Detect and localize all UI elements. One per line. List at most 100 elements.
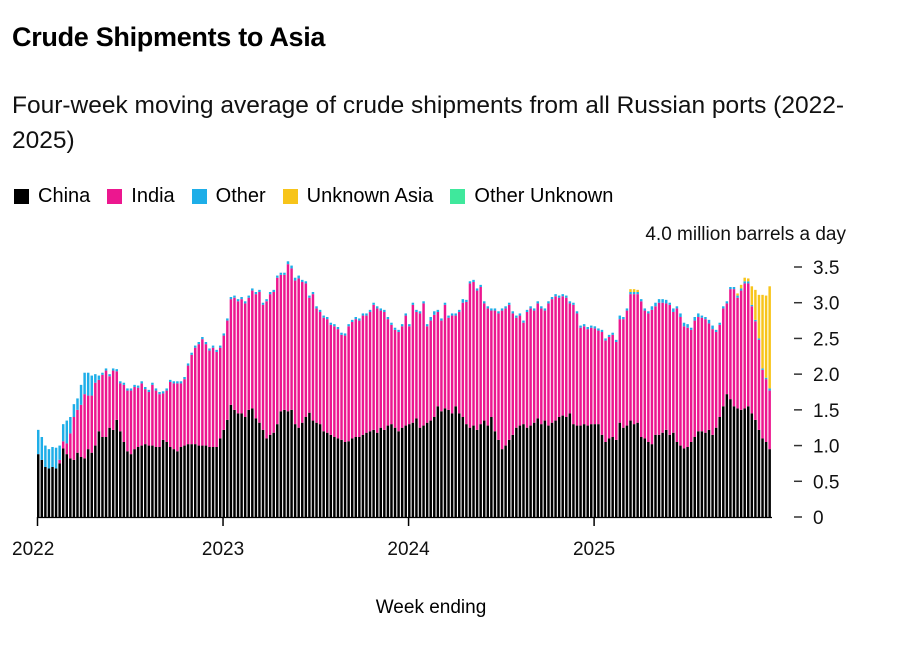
bar-segment-china [304,417,308,517]
bar-week [83,372,86,517]
bar-segment-china [458,413,461,517]
bar-segment-india [761,369,764,439]
bar-segment-other [689,327,693,330]
bar-segment-china [543,420,547,517]
bar-week [37,429,40,517]
bar-segment-india [468,283,472,428]
bar-segment-india [625,310,629,426]
bar-segment-other [525,309,529,312]
bar-week [436,309,440,517]
bar-segment-india [297,278,300,428]
bar-segment-other [350,319,354,322]
bar-segment-china [383,429,386,517]
bar-segment-china [515,427,518,517]
bar-segment-india [643,310,647,439]
bar-week [386,317,390,517]
bar-segment-china [518,425,522,517]
bar-week [204,342,208,517]
bar-segment-other [144,387,147,390]
bar-segment-other [550,297,554,300]
bar-segment-other [318,309,322,312]
bar-segment-china [172,449,176,517]
bar-week [283,272,286,517]
bar-segment-india [347,326,350,442]
bar-segment-china [161,439,165,517]
bar-segment-other [661,299,664,303]
x-tick-label: 2024 [387,539,430,560]
bar-segment-other [722,306,725,309]
bar-week [279,272,283,517]
bar-segment-other [301,279,304,282]
bar-segment-other [172,381,176,384]
bar-week [400,324,404,517]
bar-week [650,306,654,517]
bar-segment-china [679,445,682,517]
bar-week [79,384,83,517]
bar-segment-india [757,339,761,430]
bar-segment-other [400,324,404,327]
chart-title: Crude Shipments to Asia [12,22,326,52]
bar-week [119,381,122,517]
x-axis: 2022 2023 2024 2025 [12,517,615,560]
bar-segment-india [193,347,197,445]
bar-week [629,289,632,517]
bar-segment-india [418,313,422,428]
bar-segment-india [493,310,497,432]
bar-segment-other [547,301,550,304]
x-tick-label: 2022 [12,539,54,560]
bar-segment-china [368,431,372,517]
bar-segment-china [279,411,283,517]
bar-week [397,329,400,517]
bar-segment-other [86,372,90,396]
bar-segment-other [418,311,422,314]
bar-segment-other [736,295,739,298]
bar-segment-india [343,335,347,442]
bar-segment-other [479,284,482,287]
bar-segment-china [47,468,51,517]
bar-segment-india [204,344,208,446]
bar-segment-other [208,348,211,351]
bar-segment-india [657,302,661,435]
bar-segment-other [532,308,536,311]
bar-segment-india [529,308,532,426]
bar-week [625,308,629,517]
bar-segment-other [58,445,61,460]
bar-week [550,297,554,517]
bar-segment-other [686,324,689,328]
bar-week [590,325,593,517]
bar-segment-china [597,424,600,517]
bar-segment-india [372,304,375,430]
bar-segment-india [183,379,186,446]
bar-segment-china [358,437,361,517]
bar-segment-other [229,297,233,300]
bar-segment-china [272,432,275,517]
bar-segment-china [336,438,340,517]
bar-week [711,325,714,517]
bar-segment-india [326,319,329,433]
bar-segment-china [675,442,679,517]
bar-week [440,318,443,517]
bar-segment-other [133,384,136,387]
bar-segment-india [90,395,93,453]
bar-segment-china [750,413,754,517]
bar-segment-other [704,317,707,320]
bar-segment-other [664,299,668,304]
bar-segment-china [115,419,118,517]
bar-segment-india [318,312,322,425]
bar-week [604,338,607,517]
bar-segment-china [736,408,739,517]
bar-segment-india [304,283,308,417]
bar-segment-china [293,424,297,517]
bar-segment-india [86,395,90,450]
bar-week [251,288,254,517]
bar-segment-other [204,342,208,345]
bar-segment-india [425,326,429,423]
bar-segment-other [625,308,629,311]
bar-segment-other [465,299,468,302]
bar-segment-other [358,318,361,321]
bar-segment-india [140,383,143,446]
bar-segment-china [247,409,250,517]
bar-segment-china [86,449,90,517]
bar-segment-india [236,301,240,414]
bar-segment-india [682,326,686,449]
